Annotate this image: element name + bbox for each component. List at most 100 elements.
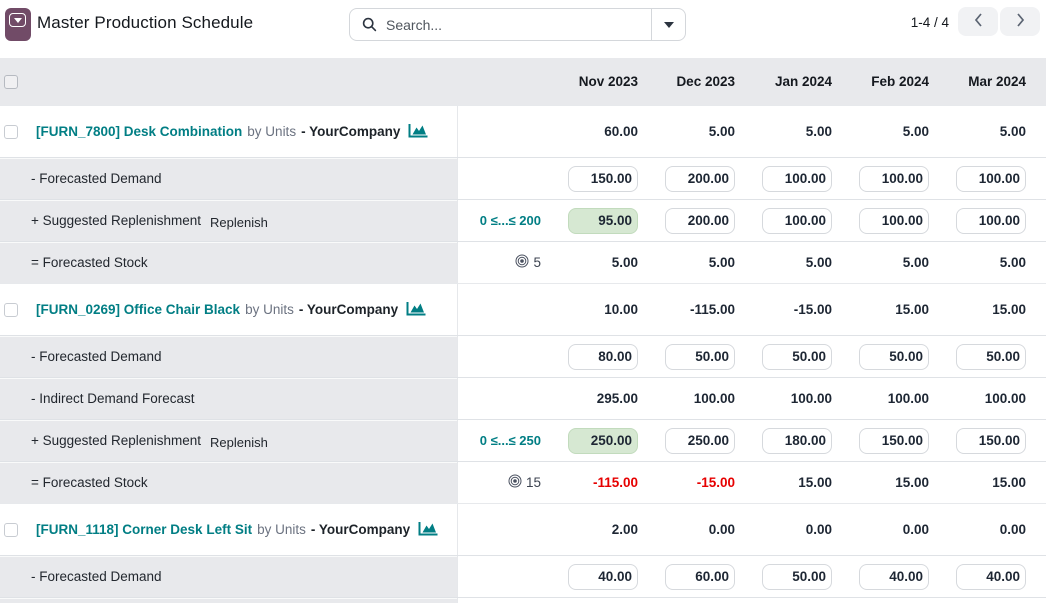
demand-input[interactable] [568, 343, 638, 370]
demand-input[interactable] [762, 563, 832, 590]
forecasted-demand-row: - Forecasted Demand [0, 335, 1046, 377]
row-label: - Indirect Demand Forecast [31, 391, 195, 406]
cell-value: 15.00 [798, 475, 832, 490]
clipped-row [0, 597, 1046, 603]
demand-input[interactable] [956, 563, 1026, 590]
cell-value: 15.00 [895, 475, 929, 490]
product-checkbox[interactable] [4, 302, 18, 317]
pager-previous-button[interactable] [958, 7, 998, 36]
replenish-min-max[interactable]: 0 ≤...≤ 250 [479, 433, 541, 448]
cell-value: 5.00 [805, 255, 832, 270]
demand-input[interactable] [665, 165, 735, 192]
product-name[interactable]: [FURN_7800] Desk Combination [36, 124, 243, 139]
stock-target: 15 [508, 474, 541, 491]
cell-value: 5.00 [999, 124, 1026, 139]
caret-down-icon [9, 13, 26, 27]
product-checkbox[interactable] [4, 124, 18, 139]
search-input[interactable] [386, 16, 651, 33]
product-row: [FURN_1118] Corner Desk Left Sit by Unit… [0, 503, 1046, 555]
product-uom: by Units [257, 522, 306, 537]
area-chart-icon[interactable] [418, 522, 438, 537]
stock-target: 5 [515, 254, 541, 271]
demand-input[interactable] [859, 563, 929, 590]
replenish-input[interactable] [956, 427, 1026, 454]
table-header-row: Nov 2023 Dec 2023 Jan 2024 Feb 2024 Mar … [0, 58, 1046, 105]
replenish-min-max[interactable]: 0 ≤...≤ 200 [479, 213, 541, 228]
demand-input[interactable] [762, 165, 832, 192]
replenish-input[interactable] [762, 207, 832, 234]
replenish-input[interactable] [859, 427, 929, 454]
forecasted-demand-row: - Forecasted Demand [0, 555, 1046, 597]
stock-target-value: 5 [533, 255, 541, 270]
replenish-input[interactable] [859, 207, 929, 234]
product-checkbox[interactable] [4, 522, 18, 537]
demand-input[interactable] [568, 563, 638, 590]
cell-value: 10.00 [604, 302, 638, 317]
cell-value: 5.00 [902, 124, 929, 139]
row-label: - Forecasted Demand [31, 569, 162, 584]
chevron-right-icon [1016, 13, 1025, 30]
cell-value: 2.00 [611, 522, 638, 537]
demand-input[interactable] [859, 343, 929, 370]
forecasted-stock-row: = Forecasted Stock 15 -115.00 -15.00 15.… [0, 461, 1046, 503]
replenish-input[interactable] [762, 427, 832, 454]
replenish-input[interactable] [956, 207, 1026, 234]
product-uom: by Units [247, 124, 297, 139]
pager [958, 7, 1040, 36]
replenish-input[interactable] [665, 207, 735, 234]
demand-input[interactable] [665, 563, 735, 590]
area-chart-icon[interactable] [408, 124, 428, 139]
product-company: - YourCompany [298, 302, 399, 317]
chevron-left-icon [974, 13, 983, 30]
search-bar[interactable] [349, 8, 686, 41]
caret-down-icon [663, 21, 674, 28]
cell-value: 5.00 [902, 255, 929, 270]
top-bar: Master Production Schedule 1-4 / 4 [0, 0, 1046, 58]
cell-value: 15.00 [992, 475, 1026, 490]
cell-value: 5.00 [611, 255, 638, 270]
cell-value: 0.00 [999, 522, 1026, 537]
replenish-link[interactable]: Replenish [210, 215, 268, 230]
area-chart-icon[interactable] [406, 302, 426, 317]
replenish-input[interactable] [665, 427, 735, 454]
product-name[interactable]: [FURN_1118] Corner Desk Left Sit [36, 522, 253, 537]
demand-input[interactable] [665, 343, 735, 370]
cell-value: 100.00 [887, 391, 929, 406]
replenish-input-highlighted[interactable] [568, 427, 638, 454]
replenish-input-highlighted[interactable] [568, 207, 638, 234]
search-icon [362, 17, 377, 32]
cell-value: 15.00 [895, 302, 929, 317]
cell-value: 60.00 [604, 124, 638, 139]
page-title: Master Production Schedule [37, 13, 254, 32]
cell-value: 5.00 [708, 255, 735, 270]
cell-value: 5.00 [708, 124, 735, 139]
demand-input[interactable] [956, 165, 1026, 192]
suggested-replenishment-row: + Suggested Replenishment Replenish 0 ≤.… [0, 419, 1046, 461]
product-row: [FURN_7800] Desk Combination by Units - … [0, 105, 1046, 157]
column-header-jan-2024: Jan 2024 [774, 74, 832, 89]
demand-input[interactable] [762, 343, 832, 370]
bullseye-icon [515, 254, 529, 271]
header-select-cell [0, 58, 457, 105]
cell-value-negative: -15.00 [696, 475, 735, 490]
forecasted-stock-row: = Forecasted Stock 5 5.00 5.00 5.00 5.00… [0, 241, 1046, 283]
cell-value: 15.00 [992, 302, 1026, 317]
cell-value: 100.00 [693, 391, 735, 406]
search-options-button[interactable] [652, 9, 685, 40]
row-label: + Suggested Replenishment [31, 433, 201, 448]
pager-next-button[interactable] [1000, 7, 1040, 36]
breadcrumb-actions-button[interactable] [5, 8, 31, 41]
forecasted-demand-row: - Forecasted Demand [0, 157, 1046, 199]
search-divider [651, 9, 652, 40]
stock-target-value: 15 [525, 475, 541, 490]
select-all-checkbox[interactable] [4, 74, 18, 89]
product-name[interactable]: [FURN_0269] Office Chair Black [36, 302, 241, 317]
demand-input[interactable] [956, 343, 1026, 370]
demand-input[interactable] [859, 165, 929, 192]
replenish-link[interactable]: Replenish [210, 435, 268, 450]
cell-value: 0.00 [805, 522, 832, 537]
cell-value: 295.00 [596, 391, 638, 406]
row-label: - Forecasted Demand [31, 171, 162, 186]
demand-input[interactable] [568, 165, 638, 192]
column-header-feb-2024: Feb 2024 [871, 74, 929, 89]
